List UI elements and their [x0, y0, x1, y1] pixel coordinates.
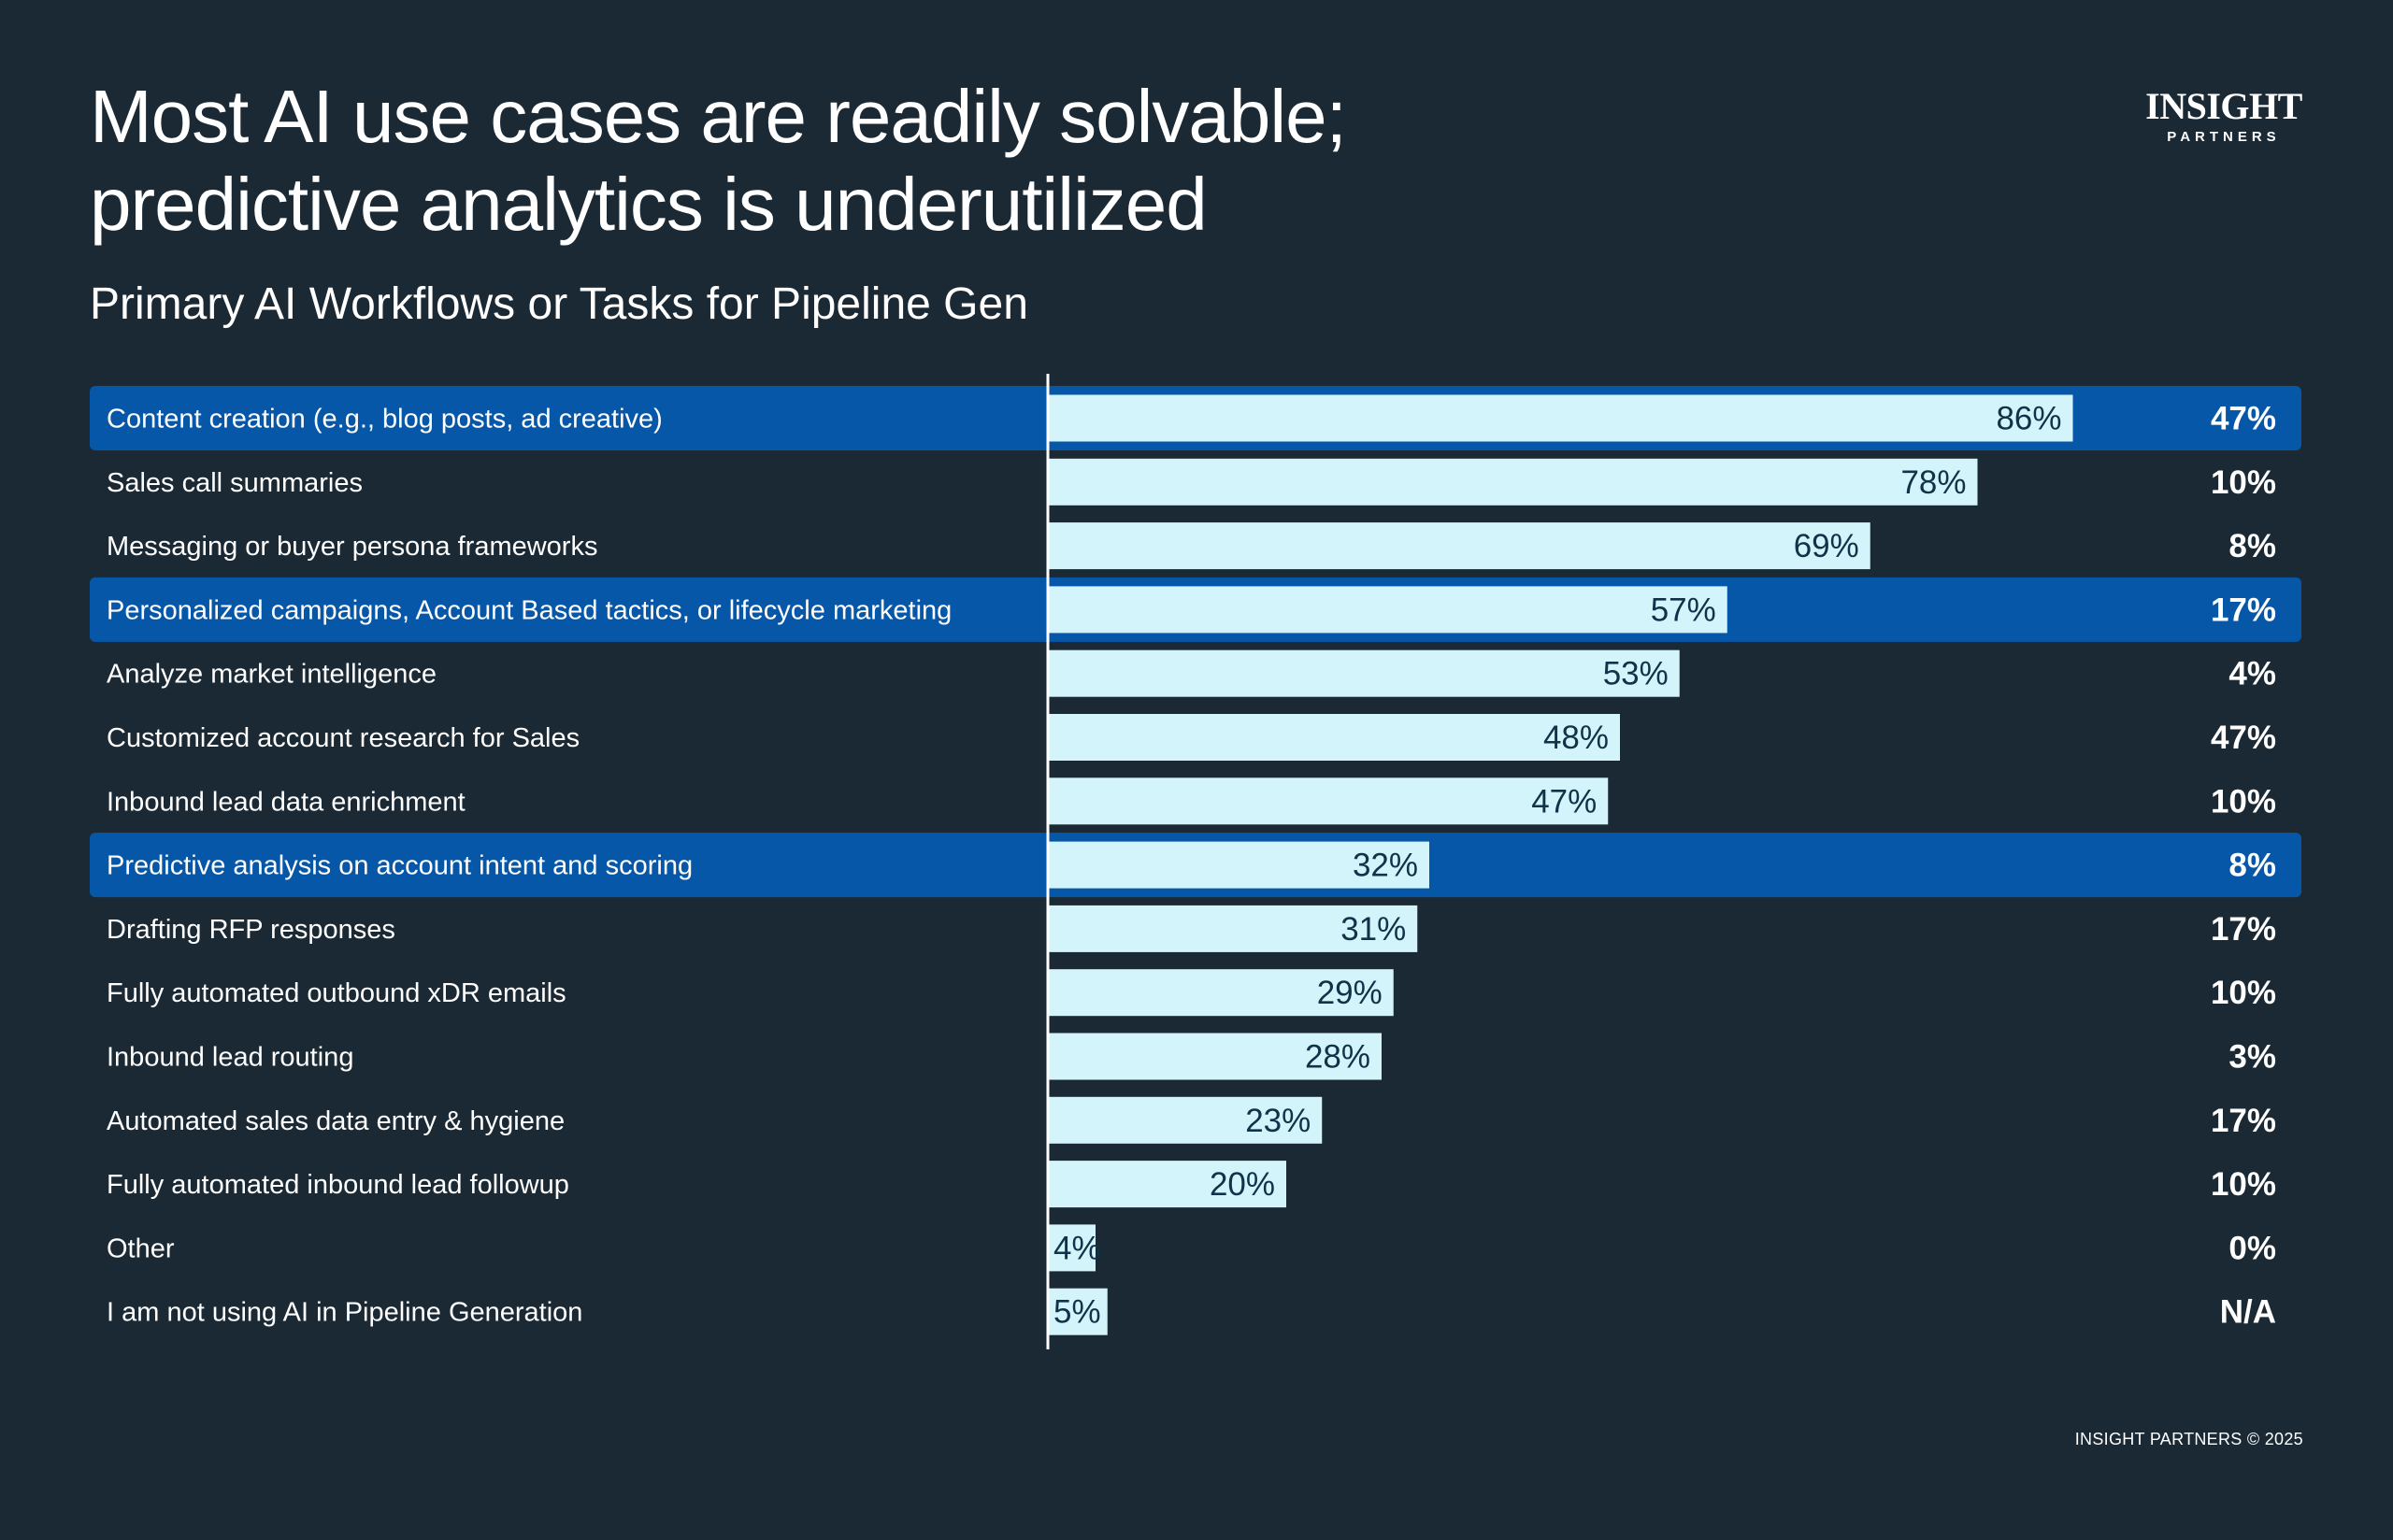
right-column-value: 10%: [2211, 783, 2276, 820]
chart-subtitle: Primary AI Workflows or Tasks for Pipeli…: [90, 279, 1028, 329]
right-column-value: 47%: [2211, 720, 2276, 756]
bar-value-label: 57%: [1651, 592, 1716, 628]
category-label: Sales call summaries: [107, 468, 363, 498]
right-column-value: N/A: [2220, 1294, 2276, 1331]
page-title: Most AI use cases are readily solvable; …: [90, 73, 1347, 249]
bar-value-label: 53%: [1603, 656, 1669, 692]
logo-subtext: PARTNERS: [2167, 129, 2281, 145]
bar-value-label: 48%: [1543, 720, 1609, 756]
right-column-value: 17%: [2211, 592, 2276, 628]
bar-value-label: 5%: [1053, 1294, 1101, 1331]
right-column-value: 3%: [2228, 1039, 2276, 1076]
category-label: Fully automated inbound lead followup: [107, 1170, 569, 1200]
category-label: Messaging or buyer persona frameworks: [107, 532, 597, 562]
category-label: Analyze market intelligence: [107, 660, 437, 690]
right-column-value: 10%: [2211, 975, 2276, 1011]
bar: [1048, 714, 1620, 761]
right-column-value: 8%: [2228, 528, 2276, 564]
category-label: Fully automated outbound xDR emails: [107, 978, 566, 1008]
bar-value-label: 4%: [1053, 1230, 1101, 1266]
right-column-value: 17%: [2211, 1103, 2276, 1139]
category-label: I am not using AI in Pipeline Generation: [107, 1298, 582, 1328]
category-label: Personalized campaigns, Account Based ta…: [107, 595, 952, 625]
bar-value-label: 86%: [1996, 401, 2061, 437]
right-column-value: 47%: [2211, 401, 2276, 437]
bar-value-label: 32%: [1353, 848, 1418, 884]
category-label: Drafting RFP responses: [107, 915, 395, 945]
bar: [1048, 394, 2073, 442]
category-label: Content creation (e.g., blog posts, ad c…: [107, 405, 663, 435]
bar-value-label: 28%: [1305, 1039, 1370, 1076]
bar: [1048, 969, 1394, 1017]
bar: [1048, 586, 1727, 634]
bar: [1048, 649, 1680, 697]
bar: [1048, 1161, 1286, 1208]
bar: [1048, 1224, 1096, 1272]
right-column-value: 0%: [2228, 1230, 2276, 1266]
bar-value-label: 78%: [1900, 464, 1966, 501]
bar-value-label: 47%: [1531, 783, 1597, 820]
right-column-value: 8%: [2228, 848, 2276, 884]
category-label: Customized account research for Sales: [107, 723, 580, 753]
insight-partners-logo: INSIGHT PARTNERS: [2144, 85, 2303, 146]
bar-value-label: 23%: [1245, 1103, 1311, 1139]
category-label: Predictive analysis on account intent an…: [107, 851, 693, 881]
category-label: Automated sales data entry & hygiene: [107, 1106, 565, 1136]
bar: [1048, 905, 1418, 952]
bar: [1048, 1033, 1382, 1080]
right-column-value: 4%: [2228, 656, 2276, 692]
title-line-1: Most AI use cases are readily solvable;: [90, 75, 1347, 158]
logo-wordmark: INSIGHT: [2145, 85, 2302, 127]
bar-value-label: 69%: [1794, 528, 1859, 564]
right-column-value: 17%: [2211, 911, 2276, 948]
footer-copyright: INSIGHT PARTNERS © 2025: [2074, 1430, 2303, 1448]
bar-value-label: 29%: [1317, 975, 1383, 1011]
right-column-value: 10%: [2211, 1166, 2276, 1203]
title-line-2: predictive analytics is underutilized: [90, 163, 1208, 246]
bar-value-label: 20%: [1210, 1166, 1275, 1203]
bar: [1048, 777, 1609, 825]
category-label: Inbound lead routing: [107, 1043, 353, 1073]
bar: [1048, 841, 1429, 889]
bar: [1048, 1288, 1108, 1335]
bar: [1048, 1096, 1323, 1144]
category-label: Inbound lead data enrichment: [107, 787, 466, 817]
category-label: Other: [107, 1233, 175, 1263]
bar: [1048, 522, 1870, 570]
right-column-value: 10%: [2211, 464, 2276, 501]
bar-value-label: 31%: [1340, 911, 1406, 948]
bar: [1048, 458, 1978, 506]
